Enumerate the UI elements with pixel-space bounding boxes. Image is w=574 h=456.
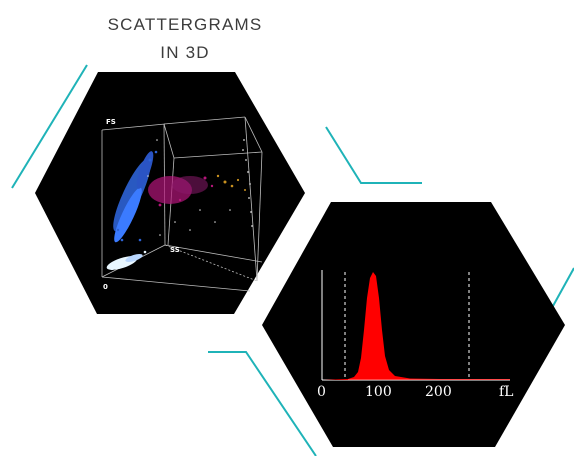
scatter-axis-fl: FL xyxy=(258,288,268,296)
scatter-cluster-white xyxy=(106,250,147,270)
hexagon-histogram xyxy=(262,202,565,447)
scatter-points xyxy=(106,139,253,270)
histogram: 0 100 200 fL xyxy=(317,270,513,400)
scatter-cube-frame xyxy=(101,116,263,292)
accent-line-bottom xyxy=(208,351,317,456)
accent-line-middle xyxy=(325,126,422,184)
histogram-tick-fl: fL xyxy=(499,384,513,400)
scatter-axis-ss: SS xyxy=(170,246,180,254)
scatter-axis-fs: FS xyxy=(106,118,116,126)
scatter-origin-label: 0 xyxy=(103,283,108,291)
scatter-cluster-blue xyxy=(113,150,158,243)
scatter-sparse-dots xyxy=(147,139,253,236)
histogram-peak xyxy=(323,272,510,380)
heading-line-1: SCATTERGRAMS xyxy=(107,15,263,34)
scattergram-3d: FS SS FL 0 xyxy=(101,116,268,296)
histogram-tick-100: 100 xyxy=(365,384,392,400)
scatter-cluster-orange xyxy=(216,174,246,191)
heading-line-2: IN 3D xyxy=(160,43,210,62)
accent-line-top-left xyxy=(11,64,88,189)
histogram-tick-200: 200 xyxy=(425,384,452,400)
histogram-tick-0: 0 xyxy=(317,384,326,400)
scatter-cluster-magenta xyxy=(148,176,214,207)
